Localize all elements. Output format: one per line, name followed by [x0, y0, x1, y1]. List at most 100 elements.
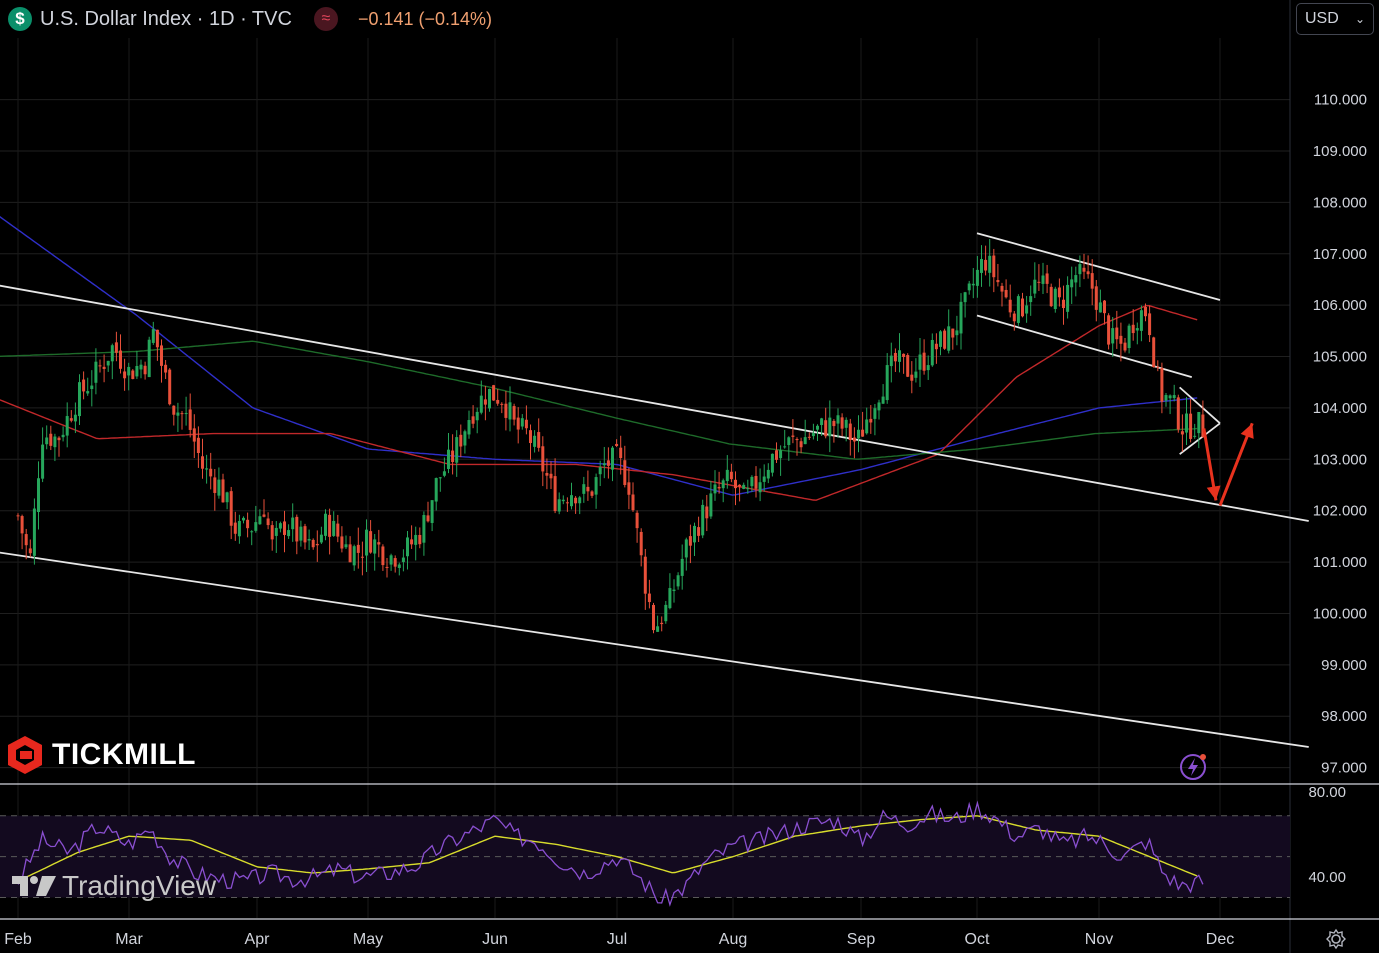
candle-body	[963, 292, 967, 303]
tradingview-logo: TradingView	[12, 870, 216, 902]
candle-body	[660, 622, 664, 625]
candle-body	[635, 512, 639, 529]
candle-body	[270, 525, 274, 540]
price-tick-label: 100.000	[1313, 605, 1367, 622]
candle-body	[1098, 302, 1102, 313]
price-tick-label: 106.000	[1313, 297, 1367, 314]
candle-body	[996, 280, 1000, 283]
candle-body	[557, 499, 561, 512]
candle-body	[274, 527, 278, 536]
candle-body	[496, 399, 500, 404]
trendline	[1179, 422, 1221, 455]
candle-body	[1172, 395, 1176, 399]
candle-body	[734, 479, 737, 489]
settings-gear-icon[interactable]	[1325, 928, 1347, 950]
candle-body	[586, 486, 590, 492]
time-tick-label: Sep	[847, 931, 876, 948]
candle-body	[328, 514, 332, 537]
candle-body	[393, 558, 397, 567]
candle-body	[258, 516, 262, 525]
trendline	[0, 551, 1309, 748]
candle-body	[705, 506, 709, 519]
candle-body	[713, 484, 717, 494]
wave-icon[interactable]: ≈	[313, 7, 338, 31]
candle-body	[1053, 288, 1057, 309]
candle-body	[1078, 264, 1082, 275]
candle-body	[488, 389, 491, 409]
candle-body	[1012, 313, 1016, 322]
candle-body	[139, 364, 143, 370]
candle-body	[570, 495, 573, 507]
candle-body	[73, 414, 77, 422]
candle-body	[57, 437, 61, 441]
candle-body	[266, 518, 270, 526]
candle-body	[82, 379, 86, 392]
candle-body	[848, 423, 852, 441]
candle-body	[303, 526, 307, 543]
candle-body	[598, 467, 602, 475]
candle-body	[45, 437, 49, 445]
candle-body	[250, 531, 254, 533]
candle-body	[94, 361, 98, 383]
candle-body	[209, 468, 213, 477]
candle-body	[627, 482, 631, 495]
candle-body	[791, 435, 795, 437]
lightning-icon[interactable]	[1178, 752, 1208, 782]
candle-body	[840, 417, 844, 429]
candle-body	[414, 534, 418, 545]
candle-body	[1139, 310, 1143, 331]
candle-body	[922, 352, 926, 371]
candle-body	[504, 403, 508, 418]
price-tick-label: 103.000	[1313, 451, 1367, 468]
candle-body	[811, 433, 815, 437]
candle-body	[787, 437, 791, 446]
candle-body	[652, 604, 655, 631]
candle-body	[180, 413, 184, 415]
candle-body	[1004, 289, 1008, 298]
candle-body	[590, 491, 594, 496]
candle-body	[553, 476, 557, 512]
candle-body	[623, 460, 627, 485]
symbol-title[interactable]: U.S. Dollar Index · 1D · TVC	[40, 7, 292, 30]
candle-body	[1107, 315, 1111, 345]
candle-body	[820, 418, 824, 426]
candle-body	[1135, 328, 1139, 331]
candle-body	[151, 329, 155, 343]
price-tick-label: 104.000	[1313, 400, 1367, 417]
candle-body	[697, 527, 701, 536]
candle-body	[28, 548, 32, 554]
candle-body	[401, 557, 405, 563]
candle-body	[512, 406, 516, 420]
dollar-icon: $	[8, 7, 32, 31]
candle-body	[939, 331, 942, 347]
candle-body	[442, 471, 446, 476]
currency-selector[interactable]: USD ⌄	[1296, 3, 1374, 35]
candle-body	[1037, 281, 1041, 283]
candle-body	[779, 450, 783, 459]
candle-body	[319, 534, 323, 543]
price-tick-label: 109.000	[1313, 143, 1367, 160]
candle-body	[594, 477, 598, 495]
candle-body	[299, 526, 303, 541]
candle-body	[16, 515, 20, 517]
candle-body	[1049, 286, 1053, 307]
candle-body	[520, 418, 524, 427]
candle-body	[500, 403, 504, 405]
candle-body	[578, 497, 582, 504]
candle-body	[643, 556, 647, 594]
candle-body	[49, 433, 53, 446]
candle-body	[1000, 285, 1004, 292]
candle-body	[65, 416, 69, 436]
candle-body	[102, 366, 106, 369]
candle-body	[565, 502, 569, 504]
price-tick-label: 101.000	[1313, 554, 1367, 571]
candle-body	[1185, 413, 1188, 433]
candle-body	[184, 413, 188, 415]
candle-body	[426, 515, 430, 522]
candle-body	[807, 436, 811, 438]
candle-body	[451, 450, 455, 463]
candle-body	[373, 539, 377, 554]
candle-body	[381, 546, 385, 566]
candle-body	[201, 456, 204, 469]
